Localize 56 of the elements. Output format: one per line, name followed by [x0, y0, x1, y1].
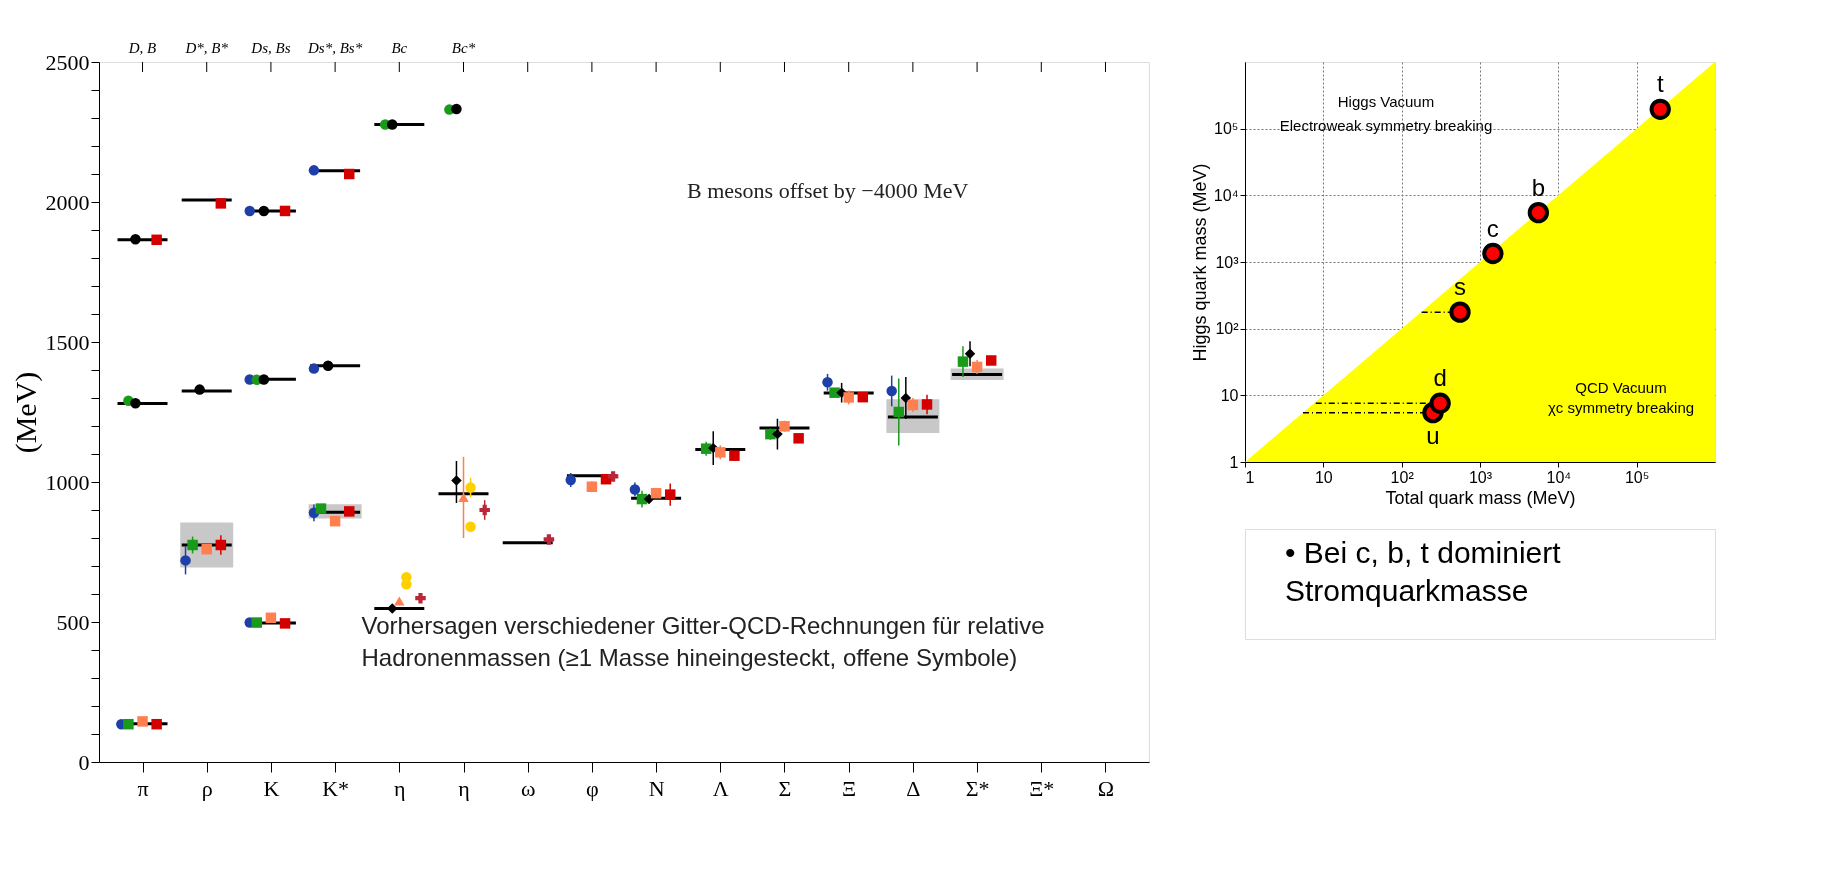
- text: Bc: [391, 40, 408, 56]
- x-tick-label: Δ: [906, 775, 921, 801]
- x-tick-label: N: [648, 775, 665, 801]
- text: Ds, Bs: [250, 40, 291, 56]
- text: D, B: [127, 40, 157, 56]
- x-tick-label: K: [263, 775, 280, 801]
- x-tick-label: Ω: [1097, 775, 1115, 801]
- x-tick-label: Λ: [712, 775, 729, 801]
- text: D*, B*: [184, 40, 229, 56]
- x-tick-label: K*: [322, 775, 350, 801]
- annotation: Electroweak symmetry breaking: [1279, 117, 1493, 134]
- x-tick-label: ω: [520, 775, 536, 801]
- x-tick-label: Ξ*: [1029, 775, 1055, 801]
- annotation: s: [1454, 273, 1467, 301]
- annotation: b: [1531, 173, 1546, 201]
- x-tick-label: 10⁴: [1546, 468, 1572, 486]
- y-tick-label: 10⁴: [1213, 186, 1239, 204]
- y-tick-label: 1000: [45, 469, 90, 495]
- y-tick-label: 0: [78, 749, 90, 775]
- annotation: B mesons offset by −4000 MeV: [687, 178, 969, 203]
- annotation: QCD Vacuum: [1575, 379, 1667, 396]
- y-tick-label: 10: [1220, 386, 1239, 404]
- y-axis-title: (MeV): [8, 371, 43, 454]
- annotation: c: [1486, 214, 1499, 242]
- annotation: d: [1433, 364, 1447, 392]
- x-tick-label: Σ: [778, 775, 792, 801]
- x-tick-label: φ: [586, 775, 599, 801]
- x-tick-label: 10²: [1390, 468, 1415, 486]
- y-tick-label: 1500: [45, 329, 90, 355]
- y-tick-label: 2500: [45, 49, 90, 75]
- y-tick-label: 500: [56, 609, 90, 635]
- text: Ds*, Bs*: [307, 40, 363, 56]
- annotation: Vorhersagen verschiedener Gitter-QCD-Rechnungen für relative Hadronenmassen (≥1 Masse hineingesteckt, offene Symbole): [361, 612, 1045, 672]
- x-tick-label: ρ: [201, 775, 213, 801]
- annotation: Higgs Vacuum: [1337, 93, 1435, 110]
- text: • Bei c, b, t dominiert Stromquarkmasse: [1285, 536, 1562, 607]
- x-tick-label: η: [458, 775, 470, 801]
- y-tick-label: 10²: [1215, 320, 1240, 338]
- x-tick-label: 10³: [1468, 468, 1493, 486]
- annotation: t: [1656, 70, 1664, 98]
- x-tick-label: η: [394, 775, 406, 801]
- x-axis-title: Total quark mass (MeV): [1385, 487, 1576, 508]
- text: Bc*: [451, 40, 476, 56]
- annotation: χc symmetry breaking: [1547, 399, 1695, 416]
- y-axis-title: Higgs quark mass (MeV): [1189, 163, 1210, 362]
- x-tick-label: π: [137, 775, 149, 801]
- x-tick-label: Ξ: [842, 775, 857, 801]
- y-tick-label: 10³: [1215, 253, 1240, 271]
- y-tick-label: 10⁵: [1214, 120, 1239, 138]
- annotation: u: [1426, 421, 1440, 449]
- x-tick-label: 1: [1245, 468, 1255, 486]
- x-tick-label: 10: [1314, 468, 1333, 486]
- x-tick-label: Σ*: [965, 775, 990, 801]
- y-tick-label: 2000: [45, 189, 90, 215]
- y-tick-label: 1: [1229, 453, 1239, 471]
- x-tick-label: 10⁵: [1624, 468, 1650, 486]
